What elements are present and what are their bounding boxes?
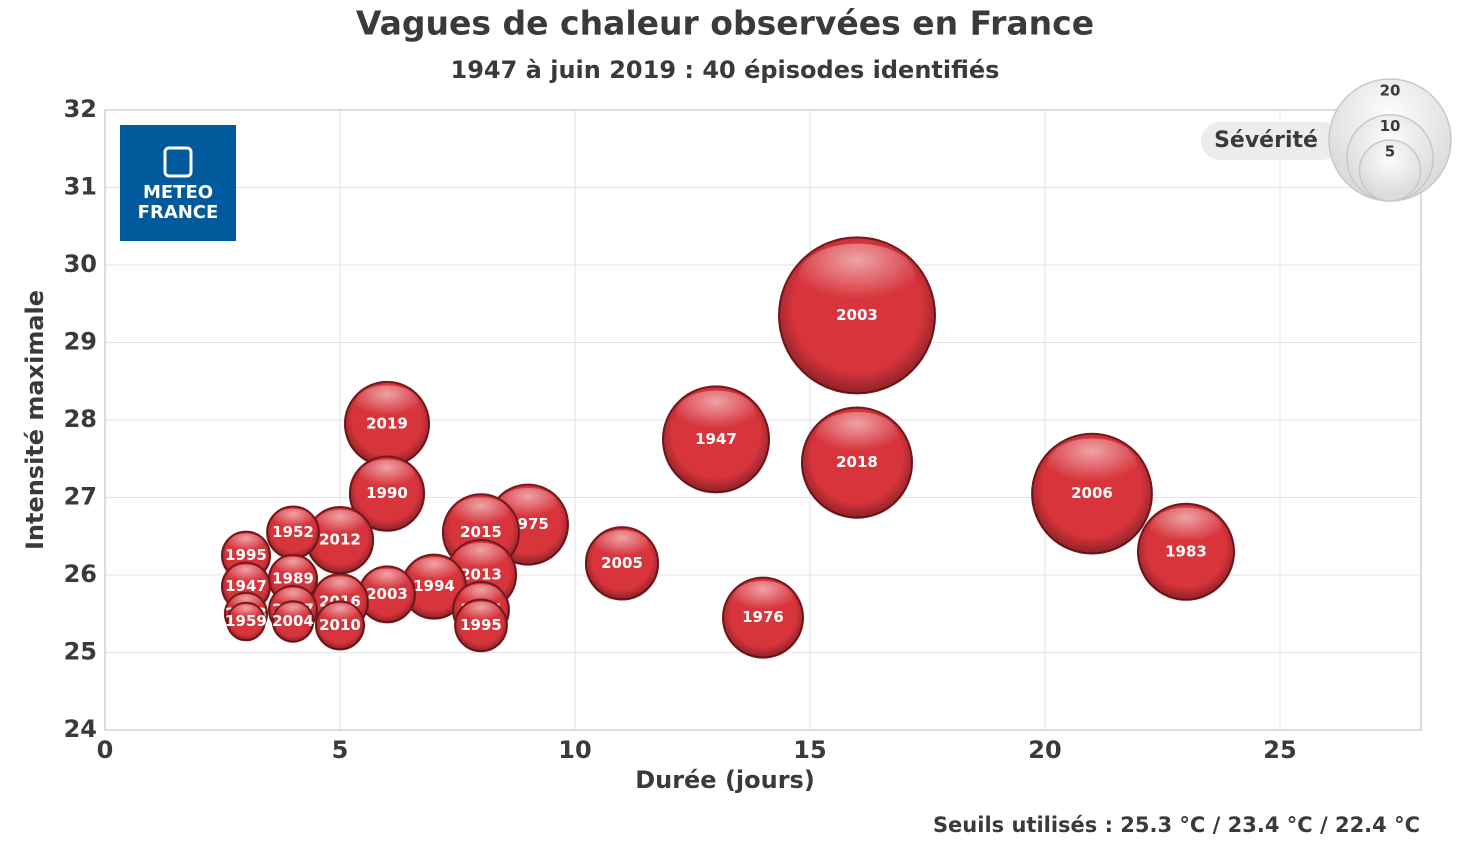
chart-title: Vagues de chaleur observées en France (356, 4, 1094, 43)
y-tick-label: 29 (64, 328, 97, 356)
bubble-shine (277, 602, 309, 620)
bubble-label: 2003 (836, 306, 878, 324)
size-legend-label: 20 (1380, 82, 1401, 100)
plot-frame (104, 109, 1422, 731)
y-axis-title: Intensité maximale (21, 290, 49, 550)
logo-text: METEO (143, 182, 213, 203)
bubble-shine (454, 542, 508, 573)
bubble-label: 2019 (366, 414, 408, 432)
x-tick-label: 20 (1028, 736, 1061, 764)
bubble-shine (732, 580, 794, 615)
bubble-label: 2012 (319, 531, 361, 549)
bubble-label: 1990 (366, 484, 408, 502)
bubble-label: 2015 (460, 523, 502, 541)
y-tick-label: 31 (64, 173, 97, 201)
y-tick-label: 32 (64, 95, 97, 123)
bubble-shine (273, 508, 313, 531)
x-axis-title: Durée (jours) (635, 766, 815, 794)
logo-text: FRANCE (138, 202, 219, 223)
size-legend-circle (1358, 139, 1422, 202)
bubble-shine (461, 601, 501, 624)
x-tick-label: 25 (1263, 736, 1296, 764)
bubble-label: 1952 (272, 523, 314, 541)
bubble-shine (366, 568, 408, 593)
bubble-shine (319, 576, 361, 600)
size-legend-box (1201, 122, 1341, 160)
bubble-label: 2013 (460, 566, 502, 584)
bubble-label: 2004 (272, 612, 314, 630)
y-tick-label: 24 (64, 715, 97, 743)
bubble-shine (1149, 507, 1223, 548)
bubble-label: 1959 (225, 612, 267, 630)
bubble-label: 1976 (742, 608, 784, 626)
bubble-shine (227, 533, 265, 554)
bubble-label: 1947 (695, 430, 737, 448)
bubble-label: 1994 (413, 577, 455, 595)
bubble-label: 2005 (601, 554, 643, 572)
bubble-label: 2018 (836, 453, 878, 471)
y-tick-label: 25 (64, 638, 97, 666)
bubble-label: 2010 (319, 616, 361, 634)
bubble-shine (594, 530, 650, 561)
size-legend-title: Sévérité (1214, 128, 1318, 153)
y-tick-label: 28 (64, 405, 97, 433)
bubble-label: 1995 (225, 546, 267, 564)
y-tick-label: 26 (64, 560, 97, 588)
bubble-shine (676, 390, 756, 436)
size-legend-label: 10 (1380, 117, 1401, 135)
bubble-label: 2006 (1071, 484, 1113, 502)
size-legend-label: 5 (1385, 143, 1395, 161)
bubble-shine (274, 556, 312, 577)
y-tick-label: 27 (64, 483, 97, 511)
bubble-shine (410, 557, 458, 585)
bubble-shine (321, 603, 359, 624)
x-tick-label: 0 (97, 736, 114, 764)
logo-icon (163, 146, 193, 178)
bubble-shine (227, 564, 265, 585)
bubble-shine (1047, 438, 1137, 489)
bubble-shine (815, 411, 899, 459)
bubble-shine (359, 459, 415, 491)
bubble-label: 1995 (460, 616, 502, 634)
bubble-shine (452, 497, 510, 530)
bubble-shine (798, 243, 916, 310)
bubble-label: 1947 (225, 577, 267, 595)
bubble-label: 1989 (272, 569, 314, 587)
bubble-shine (231, 604, 261, 620)
bubble-shine (355, 385, 419, 421)
logo (120, 125, 236, 241)
bubble-label: 2003 (366, 585, 408, 603)
footnote: Seuils utilisés : 25.3 °C / 23.4 °C / 22… (933, 813, 1420, 837)
x-tick-label: 15 (793, 736, 826, 764)
bubble-label: 1983 (1165, 542, 1207, 560)
x-tick-label: 10 (558, 736, 591, 764)
bubble-shine (315, 509, 365, 538)
x-tick-label: 5 (332, 736, 349, 764)
chart-subtitle: 1947 à juin 2019 : 40 épisodes identifié… (451, 56, 1000, 84)
y-tick-label: 30 (64, 250, 97, 278)
